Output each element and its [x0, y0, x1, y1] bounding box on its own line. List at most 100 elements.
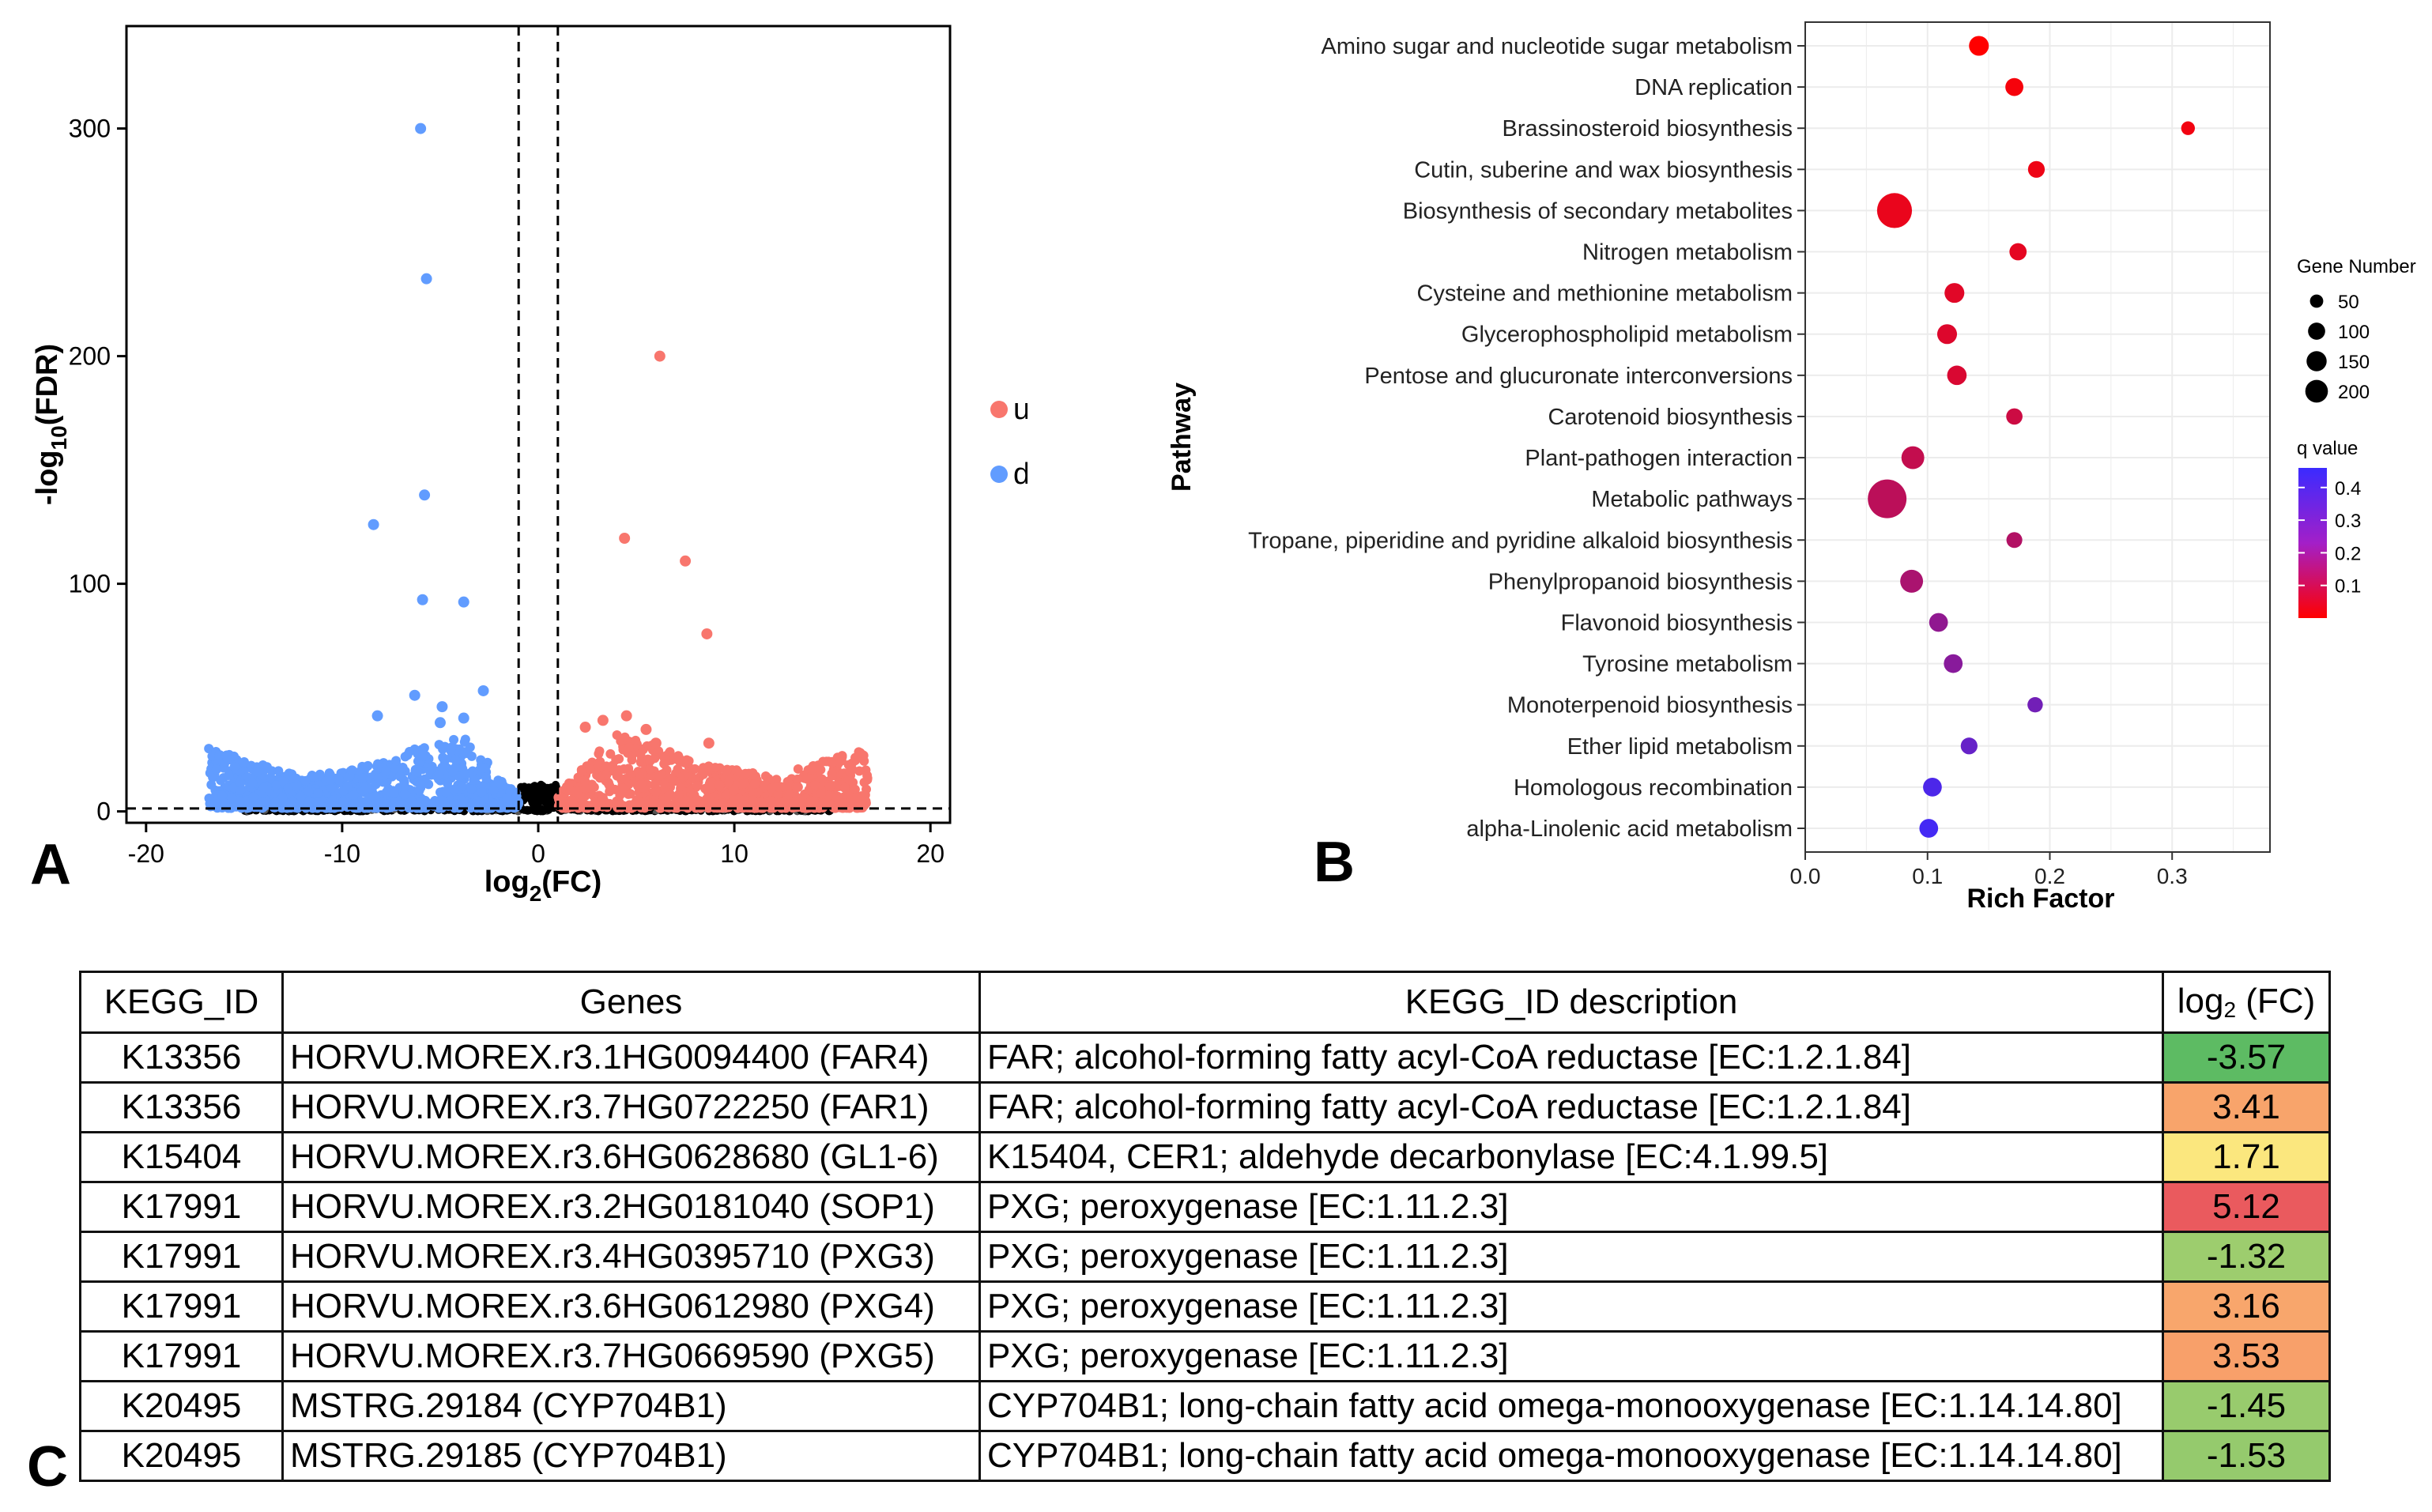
- volcano-up-point: [597, 715, 609, 726]
- table-row: K17991 HORVU.MOREX.r3.7HG0669590 (PXG5) PX…: [79, 1330, 2331, 1382]
- pathway-bubble: [2027, 696, 2043, 713]
- volcano-up-point: [702, 794, 712, 804]
- volcano-up-point: [580, 776, 590, 786]
- volcano-up-point: [710, 763, 720, 773]
- volcano-up-point: [613, 769, 623, 779]
- volcano-down-point: [458, 596, 469, 608]
- table-row: K13356 HORVU.MOREX.r3.7HG0722250 (FAR1) FA…: [79, 1081, 2331, 1133]
- volcano-down-point: [446, 742, 456, 752]
- volcano-up-point: [632, 799, 642, 809]
- gene-number-legend-dot: [2306, 351, 2327, 371]
- volcano-up-point: [698, 769, 708, 779]
- pathway-bubble: [1944, 654, 1963, 673]
- header-log2fc: log2 (FC): [2162, 971, 2331, 1034]
- volcano-up-point: [672, 802, 682, 813]
- volcano-down-point: [283, 783, 293, 794]
- volcano-up-point: [611, 755, 621, 765]
- volcano-up-point: [839, 782, 850, 793]
- pathway-bubble: [1929, 613, 1948, 632]
- volcano-down-point: [270, 797, 281, 807]
- volcano-up-point: [749, 779, 760, 790]
- volcano-up-point: [784, 790, 794, 800]
- cell-kegg-id: K13356: [79, 1031, 284, 1084]
- volcano-up-point: [748, 795, 758, 805]
- volcano-down-point: [216, 775, 226, 786]
- pathway-label: Pentose and glucuronate interconversions: [1364, 364, 1793, 389]
- volcano-highlight-points: [368, 123, 715, 749]
- pathway-bubble: [1868, 479, 1907, 518]
- volcano-threshold-lines: [126, 26, 950, 823]
- pathway-bubble: [1947, 365, 1967, 386]
- bubble-plot-frame: [1804, 21, 2271, 853]
- volcano-down-point: [342, 781, 353, 791]
- volcano-ns-point: [530, 786, 538, 794]
- volcano-ns-point: [547, 783, 556, 792]
- volcano-down-point: [307, 771, 318, 782]
- bubble-x-tick-label: 0.2: [2034, 864, 2065, 888]
- bubble-x-label: Rich Factor: [1966, 884, 2114, 914]
- volcano-up-point: [664, 790, 674, 801]
- volcano-legend: up down: [990, 393, 1027, 491]
- gene-number-legend: Gene Number 50 100 150 200: [2297, 256, 2416, 403]
- table-row: K17991 HORVU.MOREX.r3.4HG0395710 (PXG3) PX…: [79, 1231, 2331, 1283]
- volcano-up-point: [850, 784, 860, 794]
- volcano-down-point: [466, 751, 477, 761]
- gene-number-legend-dot: [2309, 294, 2324, 308]
- header-log2fc-main: log: [2177, 982, 2224, 1020]
- cell-log2fc: -1.32: [2162, 1231, 2331, 1283]
- volcano-y-tick-label: 0: [96, 797, 111, 826]
- volcano-up-point: [692, 781, 703, 791]
- pathway-label: Amino sugar and nucleotide sugar metabol…: [1322, 34, 1793, 59]
- pathway-label: alpha-Linolenic acid metabolism: [1466, 816, 1793, 842]
- volcano-up-point: [816, 789, 827, 799]
- volcano-down-point: [466, 784, 477, 794]
- volcano-down-point: [391, 756, 402, 766]
- volcano-up-point: [741, 768, 751, 779]
- pathway-label: Biosynthesis of secondary metabolites: [1403, 198, 1793, 224]
- volcano-down-point: [304, 786, 314, 797]
- cell-log2fc: 3.41: [2162, 1081, 2331, 1133]
- gene-number-legend-title: Gene Number: [2297, 256, 2416, 277]
- pathway-bubble: [2181, 121, 2196, 135]
- q-value-legend-title: q value: [2297, 438, 2358, 459]
- volcano-down-point: [460, 734, 470, 745]
- q-value-tick-label: 0.4: [2335, 478, 2361, 500]
- volcano-down-point: [229, 762, 239, 772]
- volcano-up-point: [654, 771, 665, 781]
- volcano-ns-point: [545, 799, 553, 808]
- volcano-down-point: [389, 788, 399, 798]
- pathway-bubble: [1944, 283, 1965, 304]
- pathway-bubble: [2027, 160, 2046, 178]
- volcano-down-point: [360, 786, 370, 796]
- cell-log2fc: 3.53: [2162, 1330, 2331, 1382]
- pathway-bubble: [1876, 193, 1913, 228]
- volcano-down-point: [449, 734, 459, 745]
- cell-gene: HORVU.MOREX.r3.6HG0628680 (GL1-6): [281, 1131, 981, 1183]
- q-value-legend: q value 0.4 0.3 0.2 0.1: [2297, 438, 2361, 618]
- legend-down-marker: [990, 466, 1008, 483]
- volcano-down-point: [273, 766, 284, 776]
- volcano-down-point: [413, 767, 423, 777]
- bubble-x-tick-label: 0.3: [2157, 864, 2188, 888]
- volcano-up-point: [619, 533, 631, 544]
- pathway-label: Tropane, piperidine and pyridine alkaloi…: [1248, 528, 1793, 553]
- volcano-up-point: [701, 628, 713, 639]
- gene-number-legend-label: 200: [2338, 382, 2370, 403]
- legend-down-label: down: [1013, 458, 1027, 491]
- volcano-down-point: [458, 712, 469, 724]
- volcano-x-tick-label: -20: [128, 839, 164, 868]
- volcano-up-point: [775, 802, 786, 813]
- volcano-y-label: -log10(FDR): [31, 344, 71, 505]
- volcano-y-tick-label: 200: [69, 342, 111, 371]
- pathway-label: Tyrosine metabolism: [1582, 652, 1793, 677]
- volcano-down-point: [210, 797, 221, 808]
- volcano-down-point: [443, 779, 453, 789]
- header-genes: Genes: [281, 971, 981, 1034]
- pathway-labels: Amino sugar and nucleotide sugar metabol…: [1248, 34, 1805, 842]
- volcano-down-point: [409, 689, 420, 701]
- volcano-up-point: [809, 780, 820, 790]
- volcano-down-point: [315, 769, 325, 779]
- table-row: K20495 MSTRG.29185 (CYP704B1) CYP704B1; lo…: [79, 1430, 2331, 1482]
- volcano-up-point: [576, 767, 586, 777]
